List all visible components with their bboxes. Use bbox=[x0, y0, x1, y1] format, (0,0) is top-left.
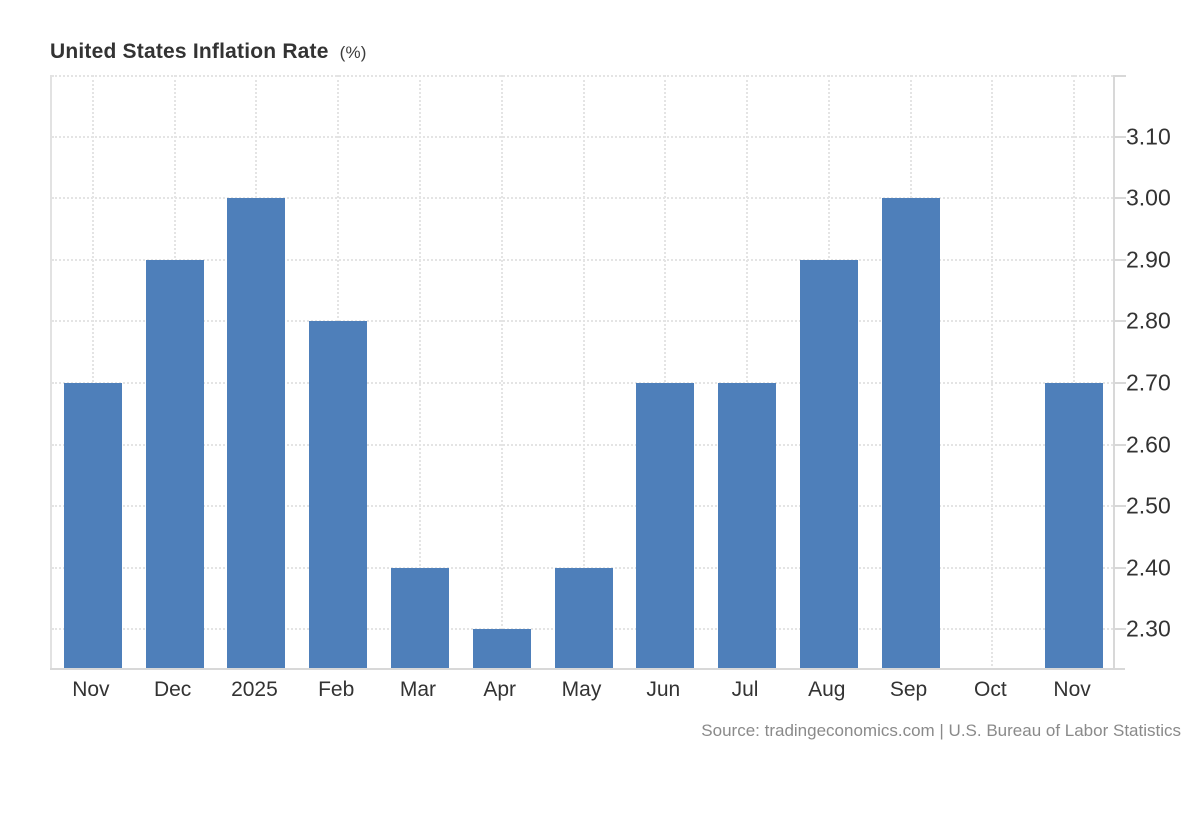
x-gridline bbox=[1073, 75, 1076, 670]
y-axis-tick bbox=[1113, 505, 1126, 508]
bar-aug[interactable] bbox=[799, 259, 858, 670]
y-axis-tick bbox=[1113, 197, 1126, 200]
y-axis-tick bbox=[1113, 135, 1126, 138]
x-gridline bbox=[582, 75, 585, 670]
x-tick-label: Aug bbox=[808, 678, 846, 701]
y-tick-label: 2.60 bbox=[1126, 431, 1171, 458]
x-tick-label: Nov bbox=[1053, 678, 1091, 701]
y-tick-label: 2.70 bbox=[1126, 369, 1171, 396]
x-axis-line bbox=[50, 668, 1125, 670]
x-gridline bbox=[418, 75, 421, 670]
y-axis-tick bbox=[1113, 443, 1126, 446]
chart-title: United States Inflation Rate (%) bbox=[50, 40, 367, 64]
bar-sep[interactable] bbox=[881, 198, 940, 670]
y-tick-label: 2.50 bbox=[1126, 492, 1171, 519]
x-gridline bbox=[746, 75, 749, 670]
y-tick-label: 2.40 bbox=[1126, 554, 1171, 581]
y-axis-line bbox=[1113, 75, 1115, 670]
x-tick-label: Feb bbox=[318, 678, 355, 701]
chart-title-text: United States Inflation Rate bbox=[50, 40, 329, 63]
y-axis-tick bbox=[1113, 566, 1126, 569]
y-axis-tick bbox=[1113, 628, 1126, 631]
source-attribution: Source: tradingeconomics.com | U.S. Bure… bbox=[701, 721, 1181, 740]
x-gridline bbox=[664, 75, 667, 670]
y-tick-label: 3.10 bbox=[1126, 123, 1171, 150]
bar-mar[interactable] bbox=[390, 567, 449, 670]
plot-area bbox=[50, 75, 1113, 670]
x-gridline bbox=[91, 75, 94, 670]
bar-jun[interactable] bbox=[636, 382, 695, 670]
x-gridline bbox=[991, 75, 994, 670]
y-tick-label: 3.00 bbox=[1126, 184, 1171, 211]
x-tick-label: Sep bbox=[889, 678, 928, 701]
x-tick-label: Nov bbox=[72, 678, 110, 701]
bar-dec[interactable] bbox=[145, 259, 204, 670]
bar-feb[interactable] bbox=[309, 321, 368, 670]
bar-may[interactable] bbox=[554, 567, 613, 670]
x-tick-label: Jul bbox=[731, 678, 759, 701]
y-tick-label: 2.80 bbox=[1126, 307, 1171, 334]
y-tick-label: 2.90 bbox=[1126, 246, 1171, 273]
bar-apr[interactable] bbox=[472, 629, 531, 670]
bar-nov[interactable] bbox=[63, 382, 122, 670]
x-tick-label: Apr bbox=[483, 678, 517, 701]
y-axis-end-tick bbox=[1113, 75, 1126, 77]
x-tick-label: Jun bbox=[646, 678, 681, 701]
bar-jul[interactable] bbox=[718, 382, 777, 670]
x-tick-label: Mar bbox=[399, 678, 437, 701]
bar-nov[interactable] bbox=[1045, 382, 1104, 670]
y-axis-tick bbox=[1113, 320, 1126, 323]
chart-title-unit: (%) bbox=[339, 43, 367, 62]
y-tick-label: 2.30 bbox=[1126, 615, 1171, 642]
x-tick-label: Dec bbox=[153, 678, 192, 701]
x-gridline bbox=[500, 75, 503, 670]
x-tick-label: Oct bbox=[974, 678, 1007, 701]
x-tick-label: May bbox=[561, 678, 602, 701]
y-axis-tick bbox=[1113, 381, 1126, 384]
y-axis-tick bbox=[1113, 258, 1126, 261]
bar-2025[interactable] bbox=[227, 198, 286, 670]
x-tick-label: 2025 bbox=[231, 678, 278, 701]
